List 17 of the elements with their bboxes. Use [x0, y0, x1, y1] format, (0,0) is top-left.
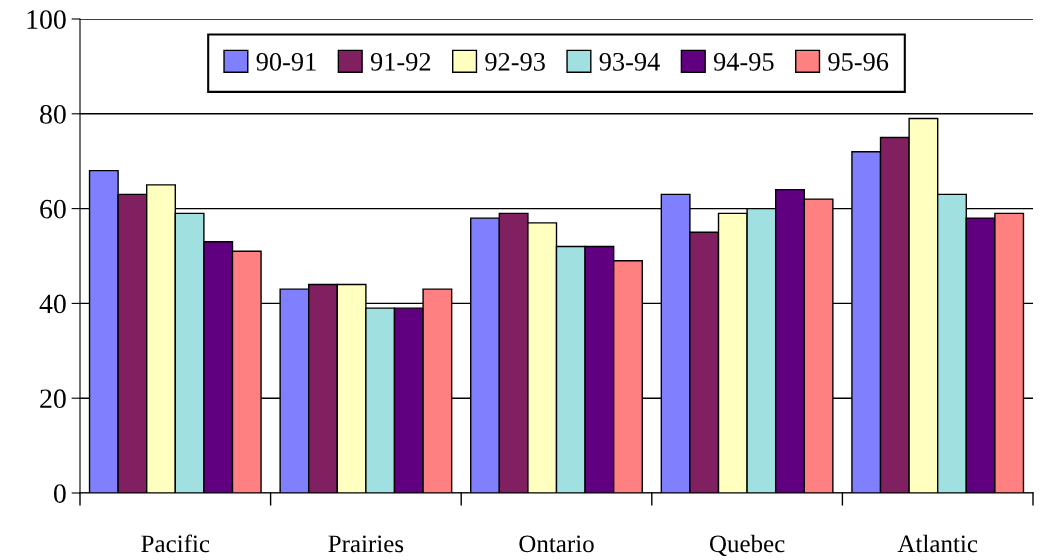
y-tick-label: 0 [53, 484, 66, 503]
legend-label: 93-94 [599, 52, 660, 71]
x-tick-label: Atlantic [897, 534, 978, 553]
legend-label: 95-96 [828, 52, 889, 71]
legend-label: 91-92 [370, 52, 431, 71]
y-tick-label: 100 [27, 10, 66, 29]
y-tick-label: 80 [40, 104, 66, 124]
x-tick-label: Pacific [141, 534, 210, 553]
y-tick-label: 40 [39, 294, 66, 314]
legend-label: 92-93 [485, 52, 545, 71]
legend-label: 94-95 [713, 52, 774, 71]
x-tick-label: Prairies [328, 535, 404, 553]
x-tick-label: Quebec [709, 534, 785, 557]
legend-label: 90-91 [256, 52, 316, 71]
y-tick-label: 20 [40, 389, 66, 409]
y-tick-label: 60 [40, 199, 66, 219]
x-tick-label: Ontario [519, 535, 594, 553]
